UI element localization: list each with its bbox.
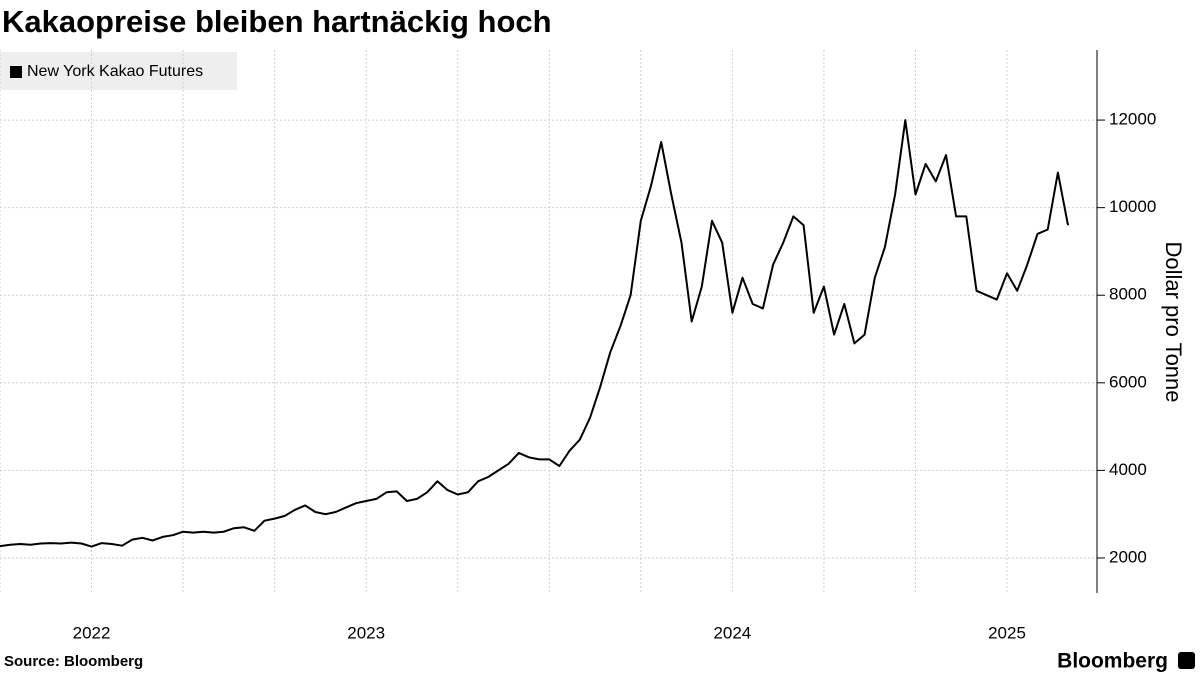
x-tick-label: 2025: [988, 623, 1026, 642]
legend-swatch: [10, 66, 22, 78]
legend-label: New York Kakao Futures: [27, 63, 203, 80]
x-tick-label: 2023: [347, 623, 385, 642]
y-tick-label: 4000: [1109, 460, 1147, 479]
y-tick-label: 2000: [1109, 547, 1147, 566]
logo-icon: [1178, 652, 1195, 669]
x-tick-label: 2022: [73, 623, 111, 642]
legend-box: [0, 52, 237, 90]
source: Source: Bloomberg: [4, 653, 143, 670]
y-tick-label: 6000: [1109, 372, 1147, 391]
y-axis-label: Dollar pro Tonne: [1161, 241, 1186, 402]
series-line: [0, 119, 1069, 548]
chart-title: Kakaopreise bleiben hartnäckig hoch: [2, 4, 552, 39]
y-tick-label: 10000: [1109, 197, 1156, 216]
logo: Bloomberg: [1057, 650, 1168, 673]
y-tick-label: 12000: [1109, 110, 1156, 129]
y-tick-label: 8000: [1109, 285, 1147, 304]
x-tick-label: 2024: [713, 623, 751, 642]
